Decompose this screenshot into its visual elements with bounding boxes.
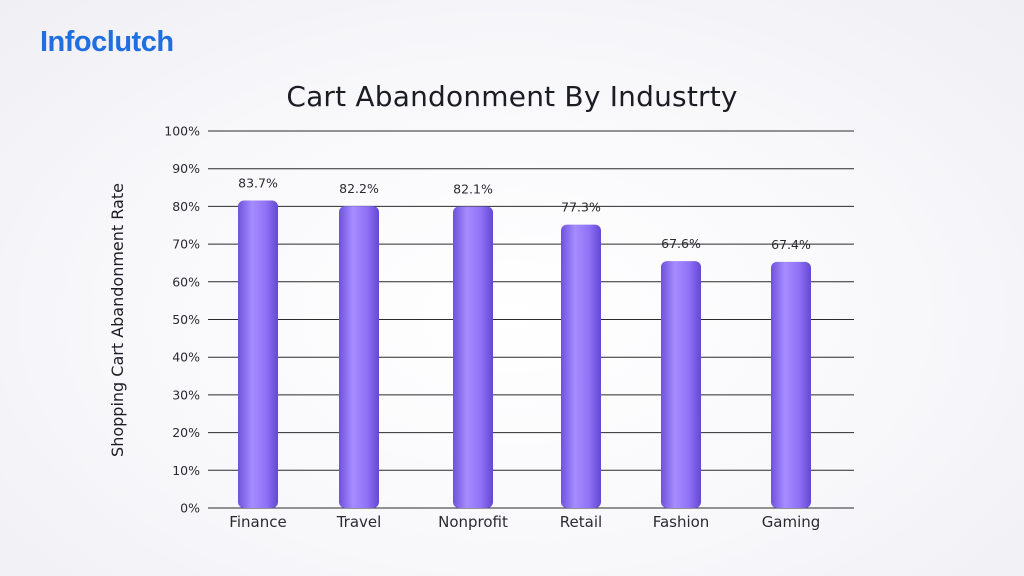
data-label: 83.7% [238,175,278,190]
y-tick-label: 10% [172,463,200,478]
bar [561,224,601,509]
category-label: Retail [560,513,602,531]
y-tick-label: 100% [164,124,200,139]
data-label: 82.1% [453,181,493,196]
bars [238,200,811,509]
data-label: 82.2% [339,181,379,196]
category-label: Finance [229,513,286,531]
x-axis-categories: Finance Travel Nonprofit Retail Fashion Gamin… [229,513,820,531]
data-label: 77.3% [561,200,601,215]
data-labels: 83.7% 82.2% 82.1% 77.3% 67.6% 67.4% [238,175,811,251]
category-label: Travel [336,513,382,531]
bar [771,261,811,508]
y-tick-label: 0% [180,501,200,516]
y-tick-label: 40% [172,350,200,365]
data-label: 67.6% [661,236,701,251]
y-tick-label: 60% [172,274,200,289]
category-label: Gaming [762,513,821,531]
data-label: 67.4% [771,237,811,252]
infoclutch-logo: Infoclutch [40,26,174,58]
y-tick-label: 70% [172,237,200,252]
y-axis-label: Shopping Cart Abandonment Rate [108,183,127,457]
y-axis-ticks: 0% 10% 20% 30% 40% 50% 60% 70% 80% 90% 100% [164,124,200,516]
y-tick-label: 20% [172,425,200,440]
y-tick-label: 80% [172,199,200,214]
y-tick-label: 30% [172,387,200,402]
bar [238,200,278,509]
category-label: Nonprofit [438,513,508,531]
y-tick-label: 50% [172,312,200,327]
gridlines [208,130,854,509]
bar [661,261,701,508]
category-label: Fashion [653,513,710,531]
bar [339,206,379,508]
y-tick-label: 90% [172,161,200,176]
bar [453,206,493,508]
chart-title: Cart Abandonment By Industrty [286,80,738,113]
